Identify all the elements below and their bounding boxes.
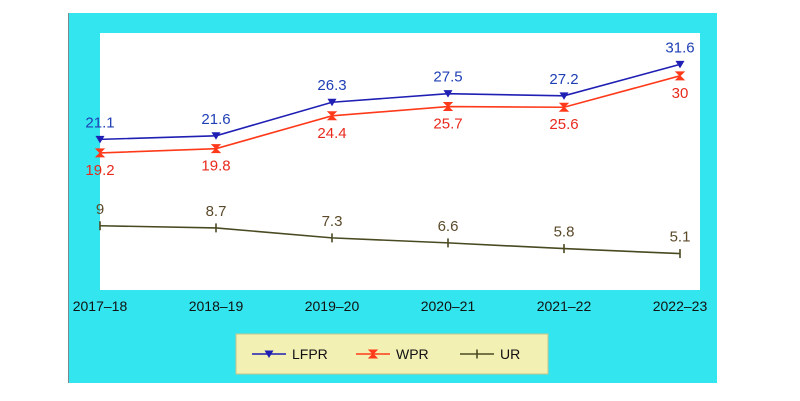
point-lfpr-5 (675, 60, 685, 69)
legend-marker-wpr (367, 349, 379, 359)
series-lfpr (95, 60, 685, 144)
data-label-lfpr-2: 26.3 (317, 77, 346, 94)
series-ur (99, 221, 681, 259)
x-tick-label-4: 2021–22 (537, 298, 592, 314)
series-line-lfpr (99, 63, 681, 141)
series-wpr (94, 71, 686, 158)
data-label-ur-5: 5.1 (670, 229, 691, 246)
data-label-ur-1: 8.7 (206, 203, 227, 220)
legend: LFPR WPR UR (235, 333, 549, 375)
point-wpr-1 (210, 144, 222, 154)
point-lfpr-1 (211, 132, 221, 140)
legend-label-lfpr: LFPR (292, 346, 328, 362)
point-lfpr-2 (327, 98, 337, 107)
point-wpr-5 (674, 71, 686, 81)
point-lfpr-4 (559, 92, 569, 100)
x-tick-label-1: 2018–19 (189, 298, 244, 314)
legend-item-ur: UR (460, 346, 520, 362)
legend-label-ur: UR (500, 346, 520, 362)
data-label-lfpr-4: 27.2 (549, 71, 578, 88)
data-label-ur-4: 5.8 (554, 224, 575, 241)
data-label-wpr-0: 19.2 (85, 162, 114, 179)
point-lfpr-3 (443, 90, 453, 98)
x-tick-label-2: 2019–20 (305, 298, 360, 314)
data-label-lfpr-1: 21.6 (201, 111, 230, 128)
data-label-wpr-2: 24.4 (317, 125, 346, 142)
point-lfpr-0 (95, 135, 105, 144)
legend-item-wpr: WPR (356, 346, 429, 362)
data-label-ur-0: 9 (96, 201, 104, 218)
series-line-wpr (99, 75, 681, 154)
plot-area (100, 33, 700, 290)
x-tick-label-0: 2017–18 (73, 298, 128, 314)
data-label-lfpr-5: 31.6 (665, 39, 694, 56)
point-wpr-2 (326, 111, 338, 121)
data-label-wpr-5: 30 (672, 85, 689, 102)
x-tick-label-5: 2022–23 (653, 298, 708, 314)
data-label-wpr-3: 25.7 (433, 116, 462, 133)
data-label-wpr-4: 25.6 (549, 116, 578, 133)
point-wpr-3 (442, 102, 454, 112)
legend-marker-lfpr (264, 350, 274, 358)
data-label-ur-3: 6.6 (438, 218, 459, 235)
legend-box (235, 333, 549, 375)
point-wpr-0 (94, 148, 106, 158)
legend-label-wpr: WPR (396, 346, 429, 362)
data-label-ur-2: 7.3 (322, 213, 343, 230)
data-label-wpr-1: 19.8 (201, 158, 230, 175)
x-tick-label-3: 2020–21 (421, 298, 476, 314)
data-label-lfpr-3: 27.5 (433, 69, 462, 86)
point-wpr-4 (558, 102, 570, 112)
series-line-ur (99, 224, 681, 255)
data-label-lfpr-0: 21.1 (85, 114, 114, 131)
legend-item-lfpr: LFPR (252, 346, 328, 362)
